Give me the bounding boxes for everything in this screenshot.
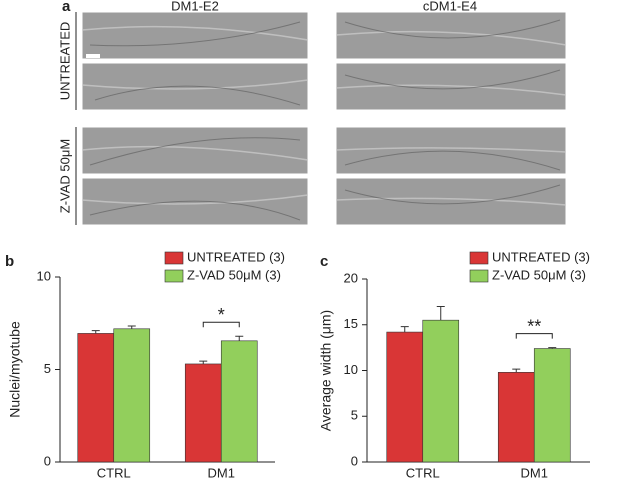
bar [386, 331, 424, 463]
y-tick-label: 15 [344, 316, 358, 331]
bar [184, 363, 222, 463]
x-tick-label: DM1 [521, 465, 548, 480]
micrograph [81, 11, 309, 60]
legend-label: UNTREATED (3) [492, 249, 590, 264]
y-tick-label: 20 [344, 270, 358, 285]
y-tick-label: 5 [44, 361, 51, 376]
error-bar [548, 347, 557, 349]
row-title: UNTREATED [57, 22, 72, 100]
texture [81, 25, 567, 206]
error-bar [400, 326, 409, 333]
bar [533, 348, 571, 463]
error-bar [91, 330, 100, 334]
significance-bracket [202, 321, 240, 328]
y-axis-label: Nuclei/myotube [7, 321, 23, 418]
error-bar [199, 360, 208, 364]
error-bar [127, 325, 136, 329]
y-tick-label: 10 [37, 268, 51, 283]
panel-label: a [62, 0, 71, 15]
column-title: DM1-E2 [171, 0, 219, 13]
x-tick-label: CTRL [97, 465, 131, 480]
x-tick-label: CTRL [406, 465, 440, 480]
legend-swatch [469, 269, 489, 283]
error-bar [235, 335, 244, 341]
y-tick-label: 5 [351, 408, 358, 423]
panel-label: b [5, 253, 14, 270]
bar [497, 372, 535, 463]
y-tick-label: 0 [351, 453, 358, 468]
bar [422, 319, 460, 463]
significance-bracket [515, 333, 553, 339]
legend-label: Z-VAD 50μM (3) [187, 267, 281, 282]
legend-label: UNTREATED (3) [187, 249, 285, 264]
legend-label: Z-VAD 50μM (3) [492, 267, 586, 282]
bar [77, 333, 115, 463]
y-axis-label: Average width (μm) [318, 310, 334, 431]
column-title: cDM1-E4 [423, 0, 477, 13]
row-title: Z-VAD 50μM [57, 139, 72, 213]
legend-swatch [164, 269, 184, 283]
y-tick-label: 0 [44, 453, 51, 468]
panel-label: c [320, 253, 328, 270]
texture [89, 19, 561, 221]
micrographs [81, 11, 567, 226]
legend-swatch [164, 251, 184, 265]
error-bar [512, 368, 521, 373]
micrograph [335, 177, 567, 226]
micrograph [81, 126, 309, 175]
legend-swatch [469, 251, 489, 265]
x-tick-label: DM1 [208, 465, 235, 480]
significance: ** [527, 316, 541, 336]
bar [113, 328, 151, 463]
bar [220, 340, 258, 463]
significance: * [218, 305, 225, 325]
scale-bar [86, 54, 100, 58]
y-tick-label: 10 [344, 362, 358, 377]
error-bar [436, 305, 445, 321]
micrograph [335, 11, 567, 60]
